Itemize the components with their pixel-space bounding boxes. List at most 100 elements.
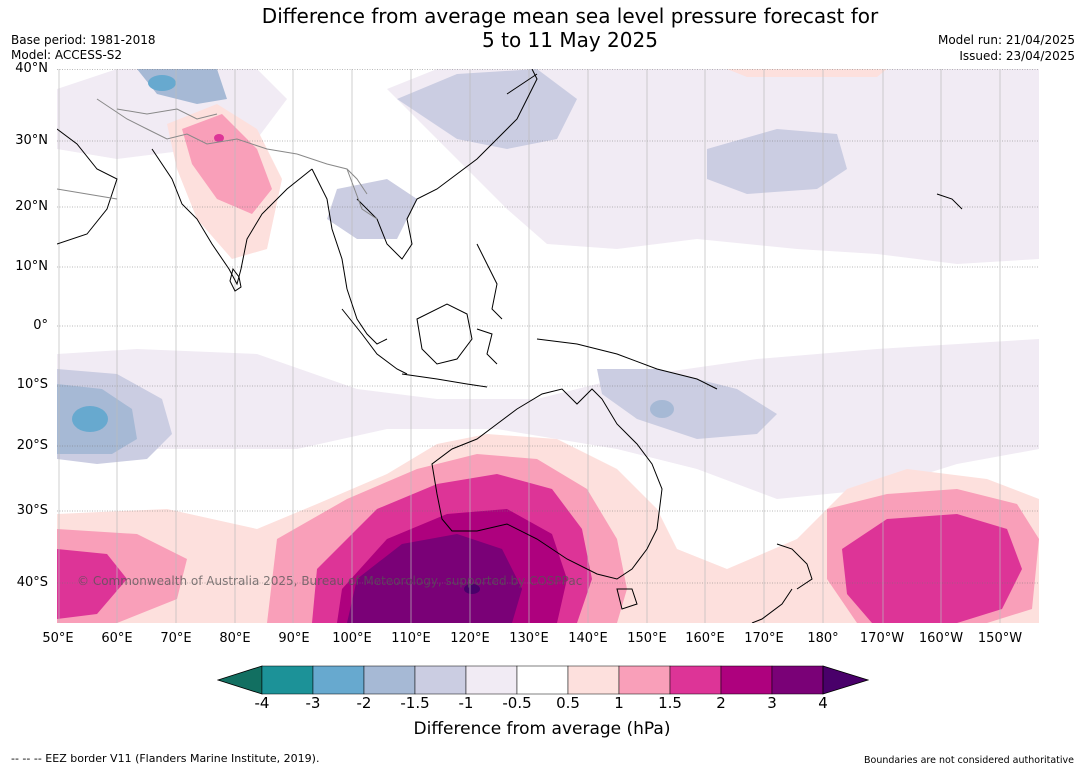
colorbar-tick: -2 [356, 694, 372, 712]
lon-label: 160°W [918, 631, 964, 646]
colorbar-tick: 4 [818, 694, 828, 712]
title-line-2: 5 to 11 May 2025 [482, 28, 658, 52]
lon-label: 120°E [450, 631, 490, 646]
anomaly-region-coral-sea-core [650, 400, 674, 418]
lat-label-20s: 20°S [16, 438, 48, 453]
lon-label: 60°E [101, 631, 133, 646]
coast-java [401, 373, 488, 388]
colorbar-tick: -4 [254, 694, 270, 712]
colorbar-segment [567, 665, 620, 695]
anomaly-region-indochina [327, 179, 417, 239]
lon-label: 70°E [160, 631, 192, 646]
colorbar-segments [217, 665, 869, 695]
colorbar-segment [720, 665, 773, 695]
colorbar-tick: 1.5 [658, 694, 682, 712]
map-title: Difference from average mean sea level p… [0, 4, 1085, 52]
colorbar-tick: -0.5 [502, 694, 532, 712]
coast-sumatra [341, 308, 408, 375]
colorbar-tick: -1 [458, 694, 474, 712]
colorbar-tick: -1.5 [400, 694, 430, 712]
coast-new-guinea [536, 338, 718, 390]
anomaly-region-north-east [727, 69, 887, 77]
colorbar-tick: 3 [767, 694, 777, 712]
colorbar-label: Difference from average (hPa) [413, 719, 671, 739]
coast-bay-bengal [311, 168, 348, 290]
coast-philippines [476, 243, 503, 320]
coast-sulawesi [476, 328, 498, 365]
graticule [57, 69, 1039, 584]
coast-sri-lanka [229, 267, 242, 292]
lat-label-30n: 30°N [15, 133, 48, 148]
anomaly-region-coral-sea [597, 369, 777, 439]
coast-new-zealand-north [776, 543, 813, 590]
colorbar-segment [618, 665, 671, 695]
title-line-1: Difference from average mean sea level p… [261, 4, 879, 28]
model-name: Model: ACCESS-S2 [11, 48, 123, 62]
coast-japan [506, 73, 538, 95]
coast-borneo [416, 303, 473, 365]
colorbar-segment [414, 665, 467, 695]
colorbar-extend-high [822, 665, 869, 695]
positive-anomaly-areas [57, 69, 1039, 623]
coast-india [151, 148, 313, 286]
lon-label: 180° [807, 631, 839, 646]
lon-label: 50°E [42, 631, 74, 646]
anomaly-region-himalaya-min [148, 75, 176, 91]
coast-pacific-islands [936, 193, 963, 210]
colorbar-segment [363, 665, 416, 695]
anomaly-region-new-zealand-core [842, 514, 1022, 623]
coast-new-zealand-south [751, 588, 793, 623]
base-period: Base period: 1981-2018 [11, 33, 156, 47]
eez-border-note: -- -- -- EEZ border V11 (Flanders Marine… [11, 752, 320, 765]
anomaly-region-australia-peak [464, 584, 480, 594]
lat-label-40s: 40°S [16, 575, 48, 590]
boundaries-note: Boundaries are not considered authoritat… [864, 755, 1074, 766]
coast-indochina [356, 69, 538, 260]
colorbar-segment [516, 665, 569, 695]
lon-label: 110°E [391, 631, 431, 646]
lon-label: 90°E [278, 631, 310, 646]
coastlines [57, 69, 963, 623]
lat-label-40n: 40°N [15, 61, 48, 76]
coast-malay [346, 288, 388, 345]
colorbar-segment [261, 665, 314, 695]
anomaly-region-india-max [214, 134, 224, 142]
lat-label-10n: 10°N [15, 259, 48, 274]
lon-label: 150°E [627, 631, 667, 646]
colorbar-tick: 1 [614, 694, 624, 712]
colorbar-segment [465, 665, 518, 695]
lon-label: 80°E [219, 631, 251, 646]
colorbar-segment [669, 665, 722, 695]
lat-label-30s: 30°S [16, 503, 48, 518]
map-panel: © Commonwealth of Australia 2025, Bureau… [57, 69, 1039, 623]
model-run: Model run: 21/04/2025 [937, 33, 1075, 47]
anomaly-region-central-pacific [707, 129, 847, 194]
anomaly-region-indian-ocean-min [72, 406, 108, 432]
lon-label: 150°W [977, 631, 1023, 646]
lon-label: 130°E [509, 631, 549, 646]
lon-label: 140°E [568, 631, 608, 646]
colorbar-tick: 2 [716, 694, 726, 712]
coast-arabia [57, 128, 118, 245]
lon-label: 170°W [859, 631, 905, 646]
anomaly-map: © Commonwealth of Australia 2025, Bureau… [57, 69, 1039, 623]
lat-label-20n: 20°N [15, 199, 48, 214]
lon-label: 160°E [685, 631, 725, 646]
colorbar-tick: -3 [305, 694, 321, 712]
anomaly-region-west-core [57, 549, 127, 619]
anomaly-region-australia-max [347, 534, 522, 623]
colorbar-extend-low [217, 665, 263, 695]
anomaly-region-india-core [182, 114, 272, 214]
colorbar-segment [312, 665, 365, 695]
coast-tasmania [616, 588, 638, 610]
colorbar [217, 665, 869, 695]
negative-anomaly-areas [57, 69, 1039, 499]
coast-australia [431, 388, 663, 580]
colorbar-segment [771, 665, 824, 695]
lon-label: 170°E [744, 631, 784, 646]
colorbar-tick: 0.5 [556, 694, 580, 712]
copyright-text: © Commonwealth of Australia 2025, Bureau… [77, 574, 582, 588]
anomaly-region-tropics [57, 339, 1039, 499]
issued-date: Issued: 23/04/2025 [959, 49, 1075, 63]
lat-label-eq: 0° [33, 318, 48, 333]
